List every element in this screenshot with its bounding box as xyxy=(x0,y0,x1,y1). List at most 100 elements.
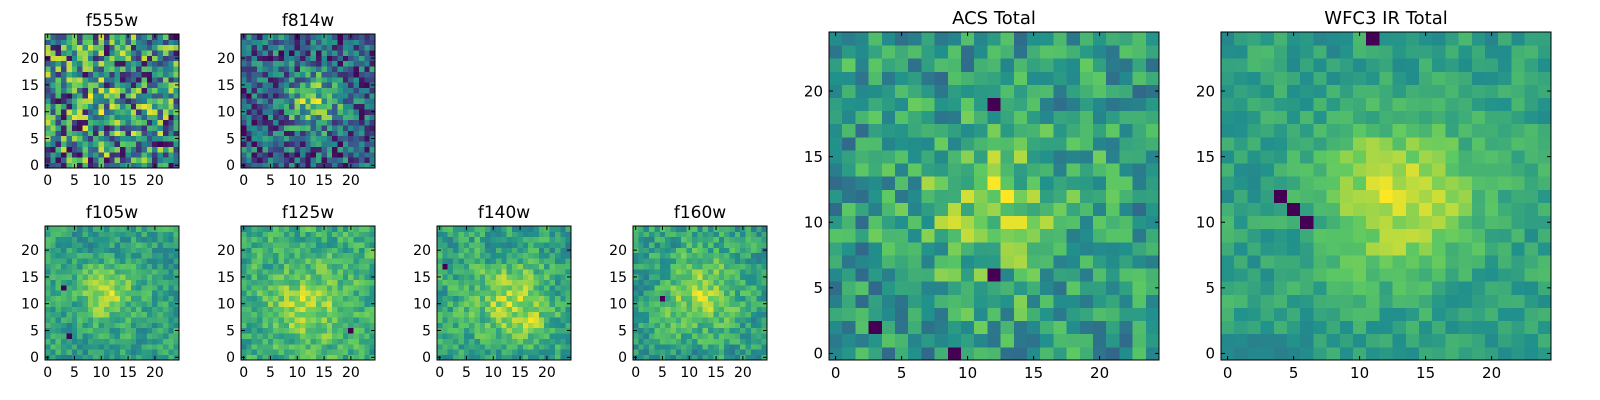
heatmap-cell xyxy=(1079,281,1094,295)
heatmap-cell xyxy=(364,109,371,115)
heatmap-cell xyxy=(251,109,258,115)
heatmap-cell xyxy=(538,338,545,345)
heatmap-cell xyxy=(141,114,148,121)
heatmap-cell xyxy=(756,333,763,339)
heatmap-cell xyxy=(103,125,110,131)
heatmap-cell xyxy=(109,349,116,356)
heatmap-cell xyxy=(289,317,295,323)
heatmap-cell xyxy=(649,279,655,286)
heatmap-cell xyxy=(61,226,67,232)
heatmap-cell xyxy=(162,157,169,164)
heatmap-cell xyxy=(1093,71,1107,85)
heatmap-cell xyxy=(267,87,274,94)
heatmap-cell xyxy=(538,343,545,350)
heatmap-cell xyxy=(251,236,258,243)
heatmap-cell xyxy=(87,268,94,275)
heatmap-cell xyxy=(961,294,975,308)
heatmap-cell xyxy=(364,247,371,254)
heatmap-cell xyxy=(681,338,687,345)
heatmap-cell xyxy=(1339,281,1354,295)
heatmap-cell xyxy=(141,317,148,323)
heatmap-cell xyxy=(316,290,322,297)
heatmap-cell xyxy=(316,263,322,270)
heatmap-cell xyxy=(87,151,94,158)
heatmap-cell xyxy=(168,290,175,297)
heatmap-cell xyxy=(77,343,83,350)
heatmap-cell xyxy=(157,39,164,46)
heatmap-cell xyxy=(61,60,67,67)
heatmap-cell xyxy=(321,263,328,270)
heatmap-cell xyxy=(506,306,513,313)
heatmap-cell xyxy=(1066,215,1081,230)
heatmap-cell xyxy=(109,252,116,259)
heatmap-cell xyxy=(633,284,639,291)
heatmap-cell xyxy=(342,247,349,254)
heatmap-cell xyxy=(310,231,317,238)
heatmap-cell xyxy=(447,231,454,238)
heatmap-cell xyxy=(934,202,949,217)
heatmap-cell xyxy=(93,50,99,56)
heatmap-cell xyxy=(921,202,935,217)
heatmap-cell xyxy=(316,125,322,131)
heatmap-cell xyxy=(974,176,988,190)
heatmap-cell xyxy=(50,157,57,164)
y-tick-label: 10 xyxy=(217,105,235,121)
heatmap-cell xyxy=(299,34,306,40)
heatmap-cell xyxy=(961,189,975,203)
heatmap-cell xyxy=(246,157,253,164)
heatmap-cell xyxy=(1093,320,1107,335)
heatmap-cell xyxy=(278,247,285,254)
y-tick-label: 0 xyxy=(618,350,627,366)
heatmap-cell xyxy=(61,333,67,339)
heatmap-cell xyxy=(125,157,132,164)
heatmap-cell xyxy=(348,317,354,323)
heatmap-cell xyxy=(289,284,295,291)
heatmap-cell xyxy=(1471,255,1486,269)
heatmap-cell xyxy=(1537,346,1552,361)
heatmap-cell xyxy=(257,103,263,110)
heatmap-cell xyxy=(173,311,180,318)
heatmap-cell xyxy=(348,109,354,115)
heatmap-cell xyxy=(82,98,89,105)
heatmap-cell xyxy=(1471,294,1486,308)
heatmap-cell xyxy=(829,189,843,203)
heatmap-cell xyxy=(299,322,306,329)
heatmap-cell xyxy=(267,39,274,46)
heatmap-cell xyxy=(278,268,285,275)
heatmap-cell xyxy=(246,333,253,339)
heatmap-cell xyxy=(246,284,253,291)
heatmap-cell xyxy=(262,39,269,46)
heatmap-cell xyxy=(358,252,365,259)
heatmap-cell xyxy=(453,279,459,286)
y-tick-label: 20 xyxy=(609,243,627,259)
heatmap-cell xyxy=(1221,346,1235,361)
heatmap-cell xyxy=(1053,346,1067,361)
heatmap-cell xyxy=(1247,307,1261,322)
heatmap-cell xyxy=(1445,320,1459,335)
heatmap-cell xyxy=(348,55,354,62)
heatmap-cell xyxy=(681,333,687,339)
x-tick-label: 10 xyxy=(288,173,306,189)
heatmap-cell xyxy=(1013,241,1028,256)
heatmap-cell xyxy=(855,84,869,98)
heatmap-cell xyxy=(702,274,709,280)
heatmap-cell xyxy=(1471,320,1486,335)
heatmap-cell xyxy=(251,226,258,232)
heatmap-cell xyxy=(71,55,78,62)
heatmap-cell xyxy=(659,343,666,350)
heatmap-cell xyxy=(1013,189,1028,203)
heatmap-cell xyxy=(241,279,247,286)
heatmap-cell xyxy=(1145,228,1160,243)
heatmap-cell xyxy=(114,268,121,275)
heatmap-cell xyxy=(50,279,57,286)
heatmap-cell xyxy=(136,103,142,110)
heatmap-cell xyxy=(257,317,263,323)
heatmap-cell xyxy=(342,60,349,67)
heatmap-cell xyxy=(93,114,99,121)
heatmap-cell xyxy=(1053,215,1067,230)
heatmap-cell xyxy=(1339,333,1354,348)
heatmap-cell xyxy=(305,284,312,291)
y-tick-label: 10 xyxy=(217,297,235,313)
heatmap-cell xyxy=(289,44,295,51)
